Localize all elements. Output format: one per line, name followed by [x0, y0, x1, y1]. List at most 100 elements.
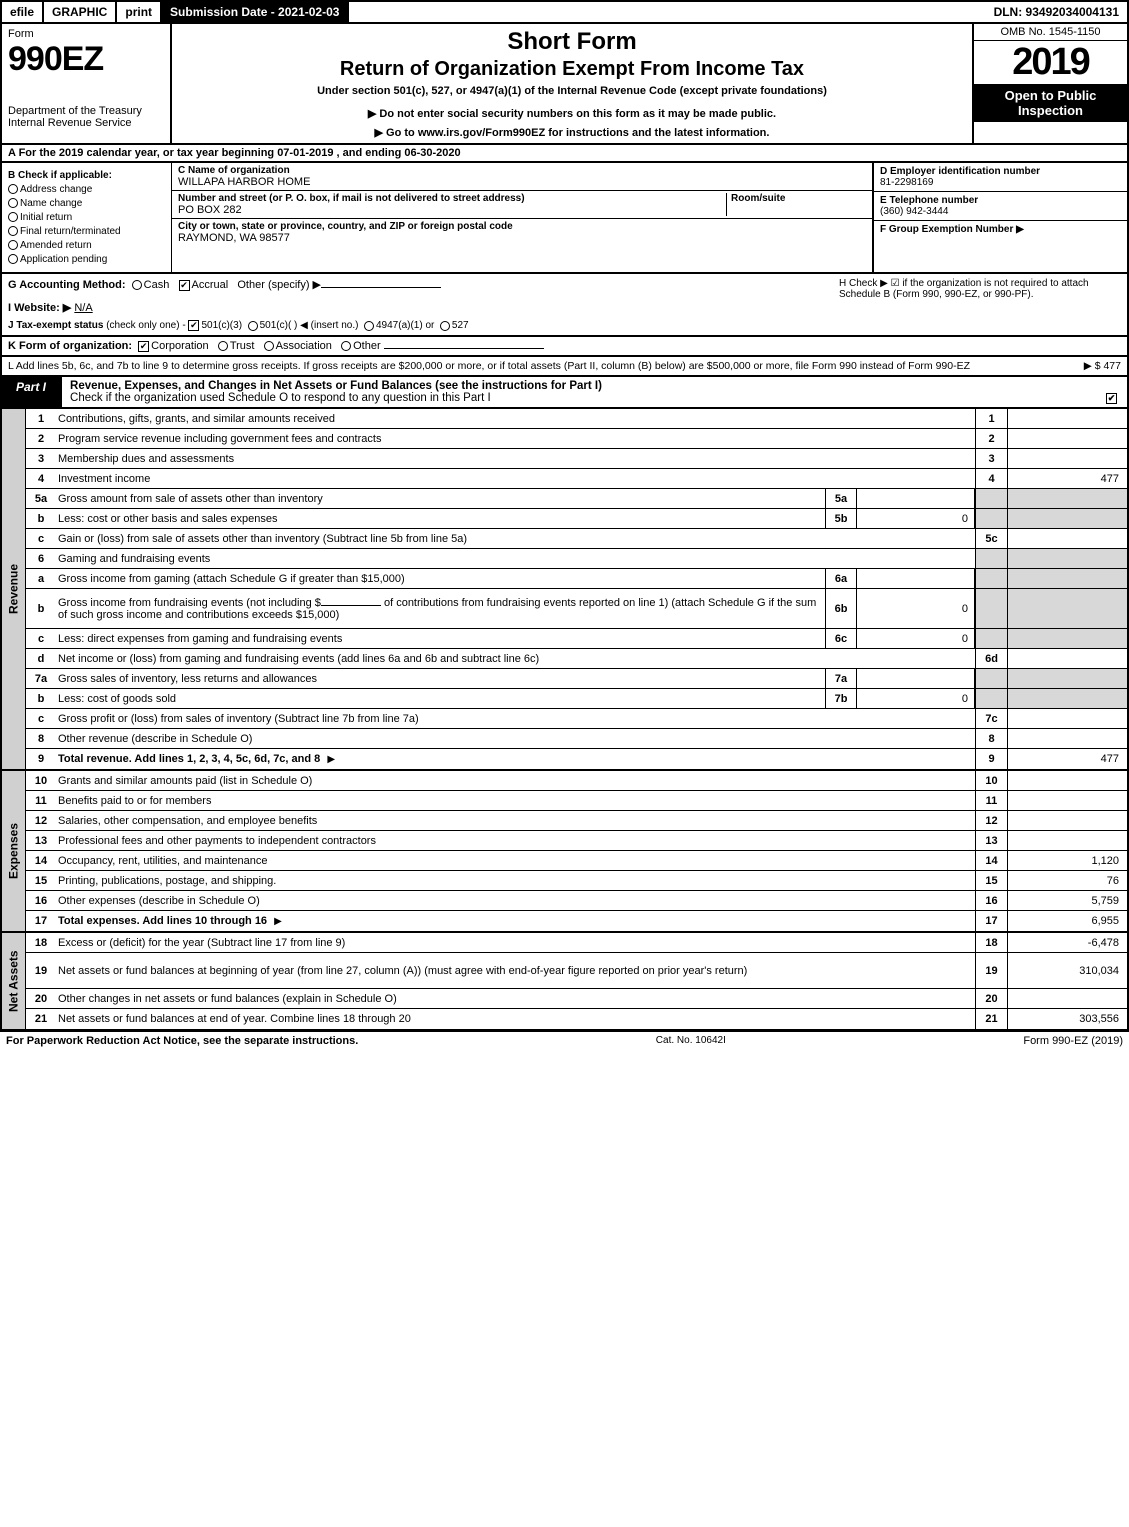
- part1-title: Revenue, Expenses, and Changes in Net As…: [60, 377, 1127, 407]
- top-bar: efile GRAPHIC print Submission Date - 20…: [0, 0, 1129, 24]
- line5b-amt: 0: [857, 509, 975, 528]
- expenses-vlabel: Expenses: [2, 771, 26, 931]
- org-name-label: C Name of organization: [178, 165, 866, 176]
- addr-change-radio[interactable]: [8, 184, 18, 194]
- city-value: RAYMOND, WA 98577: [178, 232, 866, 244]
- final-return-radio[interactable]: [8, 226, 18, 236]
- line6b-amt: 0: [857, 589, 975, 628]
- title-return: Return of Organization Exempt From Incom…: [180, 58, 964, 81]
- org-name: WILLAPA HARBOR HOME: [178, 176, 866, 188]
- line6d-amt: [1007, 649, 1127, 668]
- accrual-check[interactable]: [179, 280, 190, 291]
- submission-date: Submission Date - 2021-02-03: [160, 2, 349, 22]
- line18-amt: -6,478: [1007, 933, 1127, 952]
- assoc-radio[interactable]: [264, 341, 274, 351]
- form-word: Form: [8, 28, 164, 40]
- line3-amt: [1007, 449, 1127, 468]
- website-value: N/A: [74, 302, 92, 314]
- cash-radio[interactable]: [132, 280, 142, 290]
- box-l: L Add lines 5b, 6c, and 7b to line 9 to …: [0, 357, 1129, 377]
- entity-block: B Check if applicable: Address change Na…: [0, 163, 1129, 274]
- dept-treasury: Department of the Treasury: [8, 105, 164, 117]
- graphic-label: GRAPHIC: [42, 2, 117, 22]
- header-center: Short Form Return of Organization Exempt…: [172, 24, 972, 143]
- goto-link[interactable]: ▶ Go to www.irs.gov/Form990EZ for instru…: [180, 126, 964, 139]
- catalog-number: Cat. No. 10642I: [358, 1035, 1023, 1047]
- 527-radio[interactable]: [440, 321, 450, 331]
- efile-label: efile: [2, 2, 42, 22]
- box-b: B Check if applicable: Address change Na…: [2, 163, 172, 272]
- ein-value: 81-2298169: [880, 177, 1121, 188]
- line19-amt: 310,034: [1007, 953, 1127, 988]
- box-h: H Check ▶ ☑ if the organization is not r…: [831, 278, 1121, 331]
- schedule-o-check[interactable]: [1106, 393, 1117, 404]
- netassets-vlabel: Net Assets: [2, 933, 26, 1029]
- gross-receipts-amt: 477: [1103, 360, 1121, 372]
- page-footer: For Paperwork Reduction Act Notice, see …: [0, 1031, 1129, 1050]
- form-number: 990EZ: [8, 40, 164, 79]
- netassets-table: Net Assets 18Excess or (deficit) for the…: [0, 933, 1129, 1031]
- expenses-table: Expenses 10Grants and similar amounts pa…: [0, 771, 1129, 933]
- print-button[interactable]: print: [117, 2, 160, 22]
- paperwork-notice: For Paperwork Reduction Act Notice, see …: [6, 1035, 358, 1047]
- line1-amt: [1007, 409, 1127, 428]
- line14-amt: 1,120: [1007, 851, 1127, 870]
- name-change-radio[interactable]: [8, 198, 18, 208]
- 501c-radio[interactable]: [248, 321, 258, 331]
- app-pending-radio[interactable]: [8, 254, 18, 264]
- room-suite: Room/suite: [726, 193, 866, 216]
- trust-radio[interactable]: [218, 341, 228, 351]
- line6c-amt: 0: [857, 629, 975, 648]
- line7c-amt: [1007, 709, 1127, 728]
- period-line: A For the 2019 calendar year, or tax yea…: [0, 145, 1129, 163]
- line13-amt: [1007, 831, 1127, 850]
- 4947-radio[interactable]: [364, 321, 374, 331]
- revenue-vlabel: Revenue: [2, 409, 26, 769]
- arrow-icon: [270, 915, 286, 927]
- line20-amt: [1007, 989, 1127, 1008]
- box-k: K Form of organization: Corporation Trus…: [0, 337, 1129, 357]
- line2-amt: [1007, 429, 1127, 448]
- line11-amt: [1007, 791, 1127, 810]
- line7b-amt: 0: [857, 689, 975, 708]
- irs-label: Internal Revenue Service: [8, 117, 164, 129]
- box-gh: G Accounting Method: Cash Accrual Other …: [0, 274, 1129, 337]
- street-label: Number and street (or P. O. box, if mail…: [178, 193, 726, 204]
- 6b-contrib-input[interactable]: [321, 605, 381, 606]
- phone-value: (360) 942-3444: [880, 206, 1121, 217]
- other-method-input[interactable]: [321, 287, 441, 288]
- ssn-warning: ▶ Do not enter social security numbers o…: [180, 107, 964, 120]
- phone-label: E Telephone number: [880, 195, 1121, 206]
- other-org-radio[interactable]: [341, 341, 351, 351]
- arrow-icon: [323, 753, 339, 765]
- form-ref: Form 990-EZ (2019): [1023, 1035, 1123, 1047]
- line17-amt: 6,955: [1007, 911, 1127, 931]
- form-header: Form 990EZ Department of the Treasury In…: [0, 24, 1129, 145]
- header-right: OMB No. 1545-1150 2019 Open to Public In…: [972, 24, 1127, 143]
- revenue-table: Revenue 1Contributions, gifts, grants, a…: [0, 409, 1129, 771]
- group-exempt-label: F Group Exemption Number ▶: [880, 224, 1121, 235]
- box-c: C Name of organization WILLAPA HARBOR HO…: [172, 163, 872, 272]
- line10-amt: [1007, 771, 1127, 790]
- ein-label: D Employer identification number: [880, 166, 1121, 177]
- omb-number: OMB No. 1545-1150: [974, 24, 1127, 41]
- city-label: City or town, state or province, country…: [178, 221, 866, 232]
- street-value: PO BOX 282: [178, 204, 726, 216]
- line9-amt: 477: [1007, 749, 1127, 769]
- amended-return-radio[interactable]: [8, 240, 18, 250]
- accounting-method: G Accounting Method: Cash Accrual Other …: [8, 278, 831, 291]
- tax-exempt-line: J Tax-exempt status (check only one) - 5…: [8, 320, 831, 331]
- part1-header: Part I Revenue, Expenses, and Changes in…: [0, 377, 1129, 409]
- open-inspection: Open to Public Inspection: [974, 84, 1127, 122]
- subtitle: Under section 501(c), 527, or 4947(a)(1)…: [180, 85, 964, 97]
- tax-year: 2019: [974, 41, 1127, 84]
- 501c3-check[interactable]: [188, 320, 199, 331]
- corp-check[interactable]: [138, 341, 149, 352]
- line21-amt: 303,556: [1007, 1009, 1127, 1029]
- initial-return-radio[interactable]: [8, 212, 18, 222]
- line15-amt: 76: [1007, 871, 1127, 890]
- line5c-amt: [1007, 529, 1127, 548]
- line12-amt: [1007, 811, 1127, 830]
- other-org-input[interactable]: [384, 348, 544, 349]
- line16-amt: 5,759: [1007, 891, 1127, 910]
